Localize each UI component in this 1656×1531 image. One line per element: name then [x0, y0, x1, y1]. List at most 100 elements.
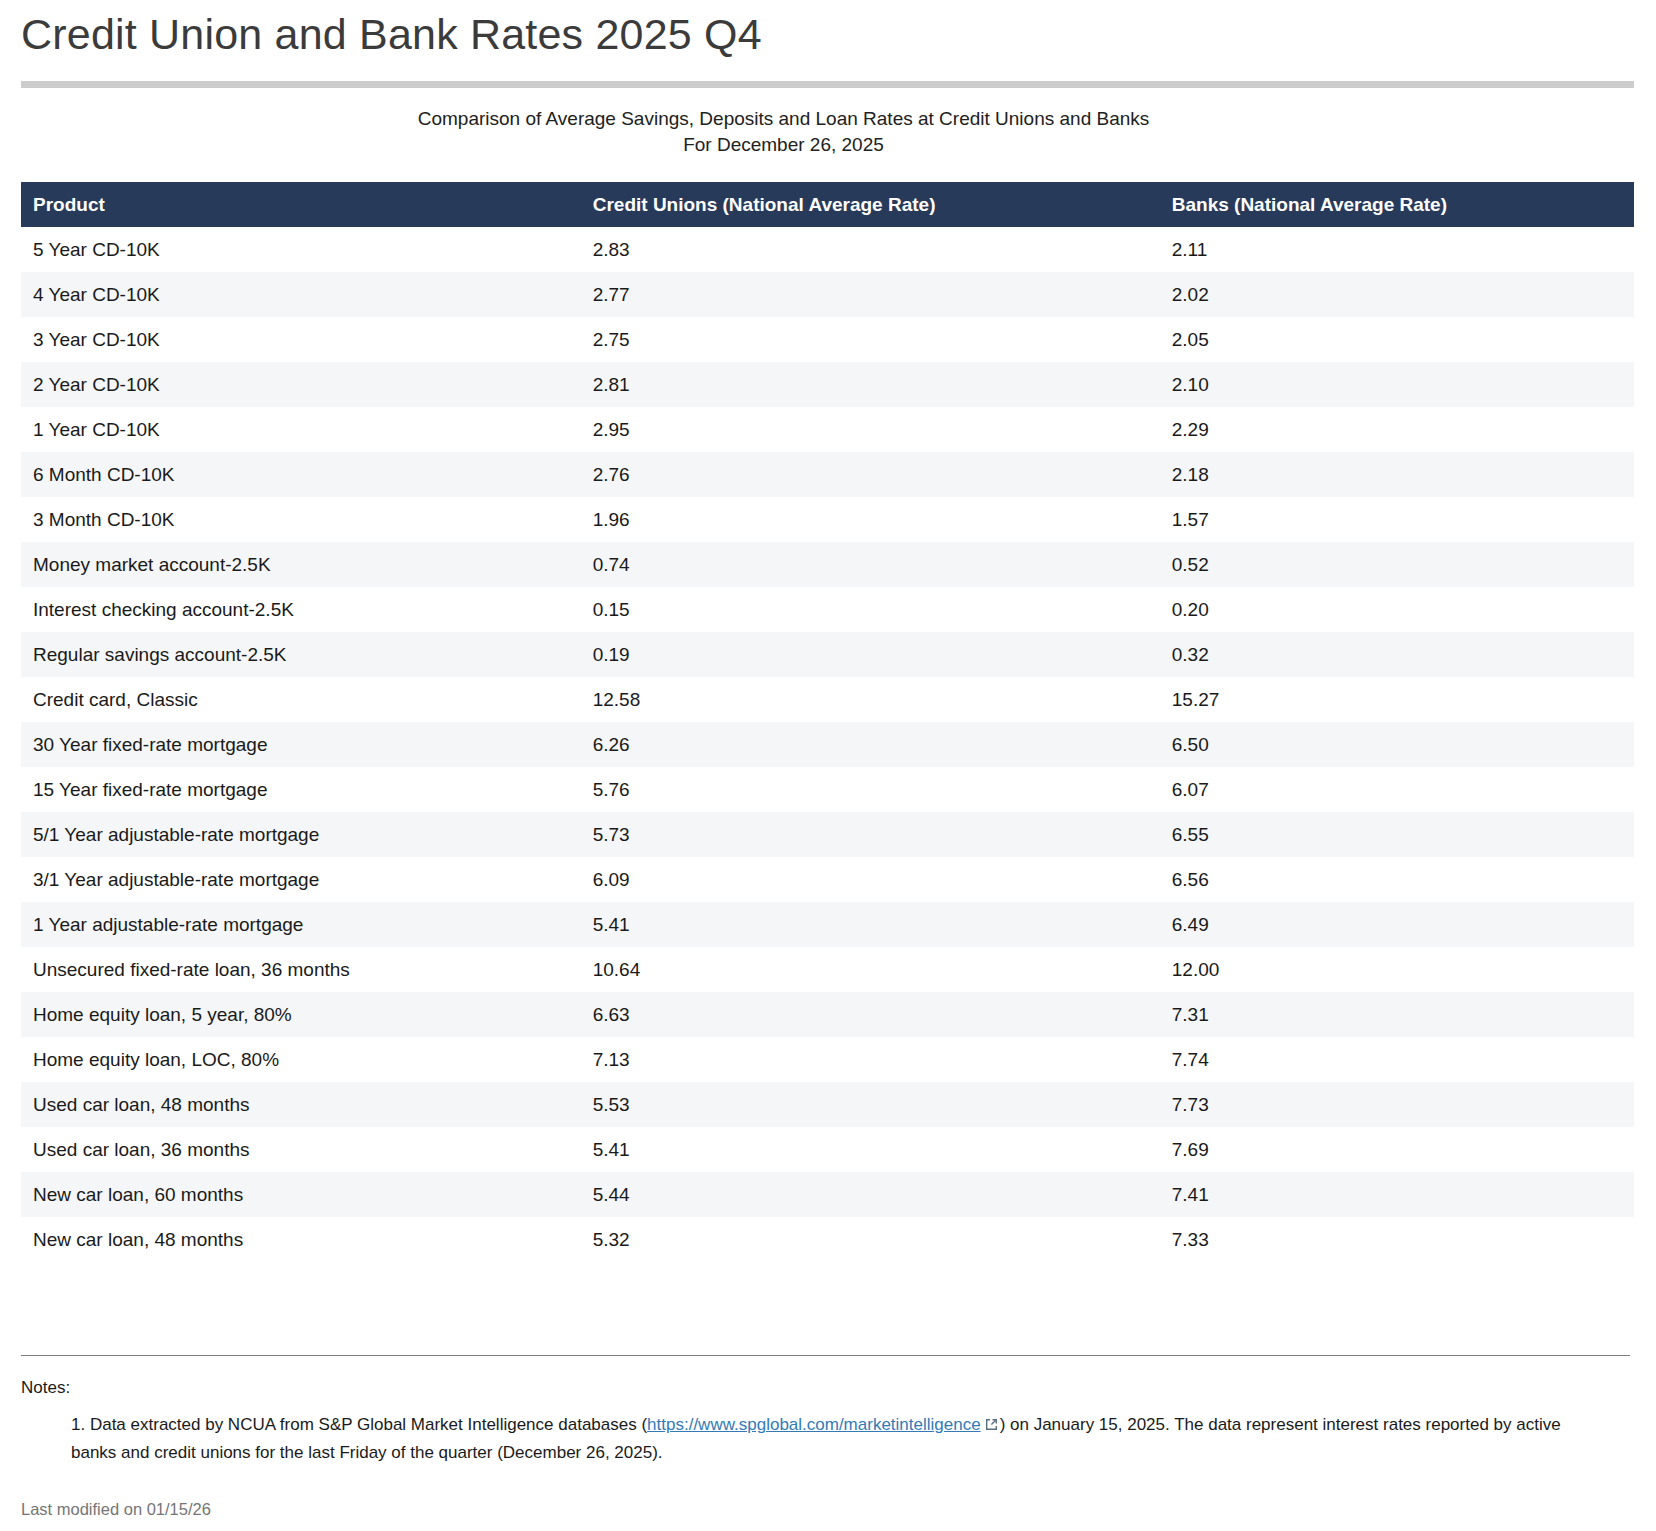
product-cell: 1 Year adjustable-rate mortgage — [21, 902, 581, 947]
product-cell: Unsecured fixed-rate loan, 36 months — [21, 947, 581, 992]
bank-rate-cell: 15.27 — [1160, 677, 1634, 722]
table-row: Interest checking account-2.5K0.150.20 — [21, 587, 1634, 632]
external-link-icon — [985, 1412, 998, 1439]
note-item: Data extracted by NCUA from S&P Global M… — [71, 1411, 1591, 1466]
credit-union-rate-cell: 6.26 — [581, 722, 1160, 767]
rates-table: Product Credit Unions (National Average … — [21, 182, 1634, 1262]
table-row: 2 Year CD-10K2.812.10 — [21, 362, 1634, 407]
table-row: Credit card, Classic12.5815.27 — [21, 677, 1634, 722]
table-caption: Comparison of Average Savings, Deposits … — [21, 106, 1634, 158]
product-cell: 6 Month CD-10K — [21, 452, 581, 497]
table-row: 3 Month CD-10K1.961.57 — [21, 497, 1634, 542]
product-cell: 3 Year CD-10K — [21, 317, 581, 362]
column-header-banks: Banks (National Average Rate) — [1160, 182, 1634, 227]
column-header-credit-unions: Credit Unions (National Average Rate) — [581, 182, 1160, 227]
credit-union-rate-cell: 5.76 — [581, 767, 1160, 812]
table-row: Home equity loan, 5 year, 80%6.637.31 — [21, 992, 1634, 1037]
table-row: Used car loan, 48 months5.537.73 — [21, 1082, 1634, 1127]
bank-rate-cell: 7.31 — [1160, 992, 1634, 1037]
credit-union-rate-cell: 12.58 — [581, 677, 1160, 722]
credit-union-rate-cell: 2.83 — [581, 227, 1160, 272]
table-row: 1 Year adjustable-rate mortgage5.416.49 — [21, 902, 1634, 947]
product-cell: Home equity loan, LOC, 80% — [21, 1037, 581, 1082]
credit-union-rate-cell: 5.41 — [581, 902, 1160, 947]
product-cell: 30 Year fixed-rate mortgage — [21, 722, 581, 767]
rate-table-body: 5 Year CD-10K2.832.114 Year CD-10K2.772.… — [21, 227, 1634, 1262]
product-cell: 3/1 Year adjustable-rate mortgage — [21, 857, 581, 902]
product-cell: 4 Year CD-10K — [21, 272, 581, 317]
table-row: 4 Year CD-10K2.772.02 — [21, 272, 1634, 317]
bank-rate-cell: 7.69 — [1160, 1127, 1634, 1172]
bank-rate-cell: 6.56 — [1160, 857, 1634, 902]
table-row: 1 Year CD-10K2.952.29 — [21, 407, 1634, 452]
product-cell: Used car loan, 48 months — [21, 1082, 581, 1127]
bank-rate-cell: 0.20 — [1160, 587, 1634, 632]
credit-union-rate-cell: 5.73 — [581, 812, 1160, 857]
bank-rate-cell: 2.05 — [1160, 317, 1634, 362]
bank-rate-cell: 1.57 — [1160, 497, 1634, 542]
credit-union-rate-cell: 1.96 — [581, 497, 1160, 542]
page-title: Credit Union and Bank Rates 2025 Q4 — [21, 0, 1634, 59]
bank-rate-cell: 2.11 — [1160, 227, 1634, 272]
table-row: 6 Month CD-10K2.762.18 — [21, 452, 1634, 497]
product-cell: 1 Year CD-10K — [21, 407, 581, 452]
product-cell: Credit card, Classic — [21, 677, 581, 722]
table-header-row: Product Credit Unions (National Average … — [21, 182, 1634, 227]
bank-rate-cell: 0.52 — [1160, 542, 1634, 587]
credit-union-rate-cell: 5.53 — [581, 1082, 1160, 1127]
bank-rate-cell: 7.74 — [1160, 1037, 1634, 1082]
product-cell: New car loan, 60 months — [21, 1172, 581, 1217]
product-cell: Used car loan, 36 months — [21, 1127, 581, 1172]
product-cell: Home equity loan, 5 year, 80% — [21, 992, 581, 1037]
bank-rate-cell: 0.32 — [1160, 632, 1634, 677]
note-text-prefix: Data extracted by NCUA from S&P Global M… — [90, 1415, 647, 1434]
table-row: Unsecured fixed-rate loan, 36 months10.6… — [21, 947, 1634, 992]
notes-divider — [21, 1355, 1630, 1356]
credit-union-rate-cell: 0.15 — [581, 587, 1160, 632]
bank-rate-cell: 6.50 — [1160, 722, 1634, 767]
column-header-product: Product — [21, 182, 581, 227]
credit-union-rate-cell: 6.63 — [581, 992, 1160, 1037]
bank-rate-cell: 2.29 — [1160, 407, 1634, 452]
bank-rate-cell: 6.49 — [1160, 902, 1634, 947]
bank-rate-cell: 7.73 — [1160, 1082, 1634, 1127]
bank-rate-cell: 2.10 — [1160, 362, 1634, 407]
bank-rate-cell: 6.07 — [1160, 767, 1634, 812]
credit-union-rate-cell: 6.09 — [581, 857, 1160, 902]
table-row: New car loan, 60 months5.447.41 — [21, 1172, 1634, 1217]
credit-union-rate-cell: 2.76 — [581, 452, 1160, 497]
product-cell: 15 Year fixed-rate mortgage — [21, 767, 581, 812]
bank-rate-cell: 7.33 — [1160, 1217, 1634, 1262]
bank-rate-cell: 2.18 — [1160, 452, 1634, 497]
credit-union-rate-cell: 2.95 — [581, 407, 1160, 452]
bank-rate-cell: 7.41 — [1160, 1172, 1634, 1217]
product-cell: 5/1 Year adjustable-rate mortgage — [21, 812, 581, 857]
table-row: 3 Year CD-10K2.752.05 — [21, 317, 1634, 362]
title-divider — [21, 81, 1634, 88]
table-row: Home equity loan, LOC, 80%7.137.74 — [21, 1037, 1634, 1082]
bank-rate-cell: 6.55 — [1160, 812, 1634, 857]
table-row: 3/1 Year adjustable-rate mortgage6.096.5… — [21, 857, 1634, 902]
credit-union-rate-cell: 10.64 — [581, 947, 1160, 992]
caption-line-2: For December 26, 2025 — [21, 132, 1546, 158]
note-link[interactable]: https://www.spglobal.com/marketintellige… — [647, 1415, 981, 1434]
product-cell: 2 Year CD-10K — [21, 362, 581, 407]
credit-union-rate-cell: 2.81 — [581, 362, 1160, 407]
page: Credit Union and Bank Rates 2025 Q4 Comp… — [0, 0, 1656, 1531]
credit-union-rate-cell: 5.44 — [581, 1172, 1160, 1217]
credit-union-rate-cell: 2.75 — [581, 317, 1160, 362]
caption-line-1: Comparison of Average Savings, Deposits … — [21, 106, 1546, 132]
table-row: Money market account-2.5K0.740.52 — [21, 542, 1634, 587]
credit-union-rate-cell: 0.74 — [581, 542, 1160, 587]
product-cell: Money market account-2.5K — [21, 542, 581, 587]
notes-heading: Notes: — [21, 1378, 1634, 1398]
product-cell: 3 Month CD-10K — [21, 497, 581, 542]
bank-rate-cell: 12.00 — [1160, 947, 1634, 992]
table-row: 15 Year fixed-rate mortgage5.766.07 — [21, 767, 1634, 812]
credit-union-rate-cell: 7.13 — [581, 1037, 1160, 1082]
credit-union-rate-cell: 2.77 — [581, 272, 1160, 317]
credit-union-rate-cell: 5.32 — [581, 1217, 1160, 1262]
table-row: New car loan, 48 months5.327.33 — [21, 1217, 1634, 1262]
product-cell: 5 Year CD-10K — [21, 227, 581, 272]
credit-union-rate-cell: 0.19 — [581, 632, 1160, 677]
